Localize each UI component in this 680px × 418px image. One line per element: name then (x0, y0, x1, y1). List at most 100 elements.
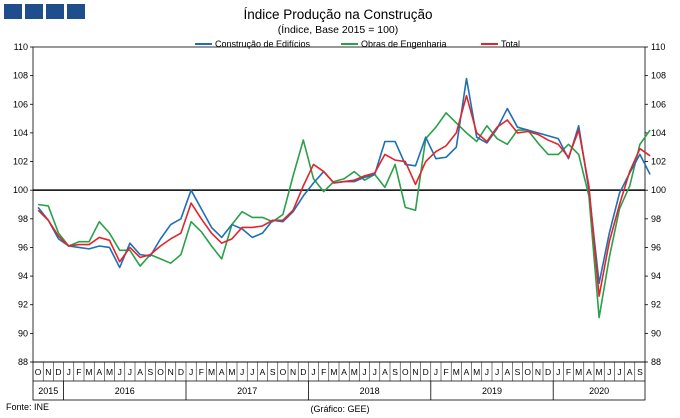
x-month-label: D (423, 367, 429, 377)
y-tick-label-right: 90 (651, 328, 661, 338)
x-month-label: D (300, 367, 306, 377)
series-line-2 (37, 94, 651, 297)
x-year-label: 2017 (237, 386, 257, 396)
x-month-label: A (137, 367, 143, 377)
y-tick-label-left: 104 (13, 128, 28, 138)
x-month-label: O (280, 367, 287, 377)
legend-label: Obras de Engenharia (361, 39, 447, 49)
x-month-label: N (290, 367, 296, 377)
x-month-label: A (382, 367, 388, 377)
x-month-label: M (228, 367, 235, 377)
ine-logo (4, 4, 85, 19)
x-month-label: M (86, 367, 93, 377)
y-tick-label-left: 88 (18, 357, 28, 367)
y-tick-label-left: 108 (13, 71, 28, 81)
logo-square-icon (25, 4, 43, 19)
y-tick-label-right: 104 (651, 128, 666, 138)
x-month-label: A (504, 367, 510, 377)
x-month-label: A (219, 367, 225, 377)
x-month-label: S (515, 367, 521, 377)
x-month-label: F (443, 367, 448, 377)
x-month-label: M (330, 367, 337, 377)
x-month-label: A (341, 367, 347, 377)
x-year-label: 2020 (589, 386, 609, 396)
y-tick-label-right: 100 (651, 185, 666, 195)
x-month-label: J (495, 367, 499, 377)
y-tick-label-left: 106 (13, 99, 28, 109)
x-month-label: J (434, 367, 438, 377)
x-month-label: F (566, 367, 571, 377)
x-month-label: J (485, 367, 489, 377)
x-year-label: 2015 (38, 386, 58, 396)
legend-label: Construção de Edifícios (215, 39, 311, 49)
y-tick-label-right: 96 (651, 242, 661, 252)
x-month-label: N (412, 367, 418, 377)
y-tick-label-left: 94 (18, 271, 28, 281)
y-axis-left: 88 90 92 94 96 98 100 102 104 106 108 110 (13, 42, 33, 367)
y-tick-label-right: 98 (651, 214, 661, 224)
x-month-label: D (55, 367, 61, 377)
x-year-label: 2019 (482, 386, 502, 396)
x-month-label: M (106, 367, 113, 377)
x-month-label: D (178, 367, 184, 377)
x-month-label: M (453, 367, 460, 377)
x-month-label: M (208, 367, 215, 377)
x-month-label: A (260, 367, 266, 377)
x-month-label: M (351, 367, 358, 377)
chart-subtitle: (Índice, Base 2015 = 100) (278, 23, 399, 36)
x-year-label: 2016 (115, 386, 135, 396)
x-month-label: A (627, 367, 633, 377)
x-month-label: J (118, 367, 122, 377)
x-month-label: O (35, 367, 42, 377)
x-year-label: 2018 (360, 386, 380, 396)
logo-square-icon (4, 4, 22, 19)
x-month-label: N (535, 367, 541, 377)
x-month-label: O (402, 367, 409, 377)
y-tick-label-right: 110 (651, 42, 665, 52)
x-month-label: J (250, 367, 254, 377)
logo-square-icon (67, 4, 85, 19)
x-month-label: S (392, 367, 398, 377)
y-tick-label-left: 92 (18, 300, 28, 310)
x-month-label: S (270, 367, 276, 377)
y-tick-label-left: 100 (13, 185, 28, 195)
x-month-label: J (607, 367, 611, 377)
x-month-label: F (321, 367, 326, 377)
x-month-label: F (199, 367, 204, 377)
x-month-label: J (67, 367, 71, 377)
x-month-label: S (637, 367, 643, 377)
y-tick-label-left: 98 (18, 214, 28, 224)
x-month-label: J (240, 367, 244, 377)
plot-area (32, 46, 646, 363)
y-tick-label-left: 102 (13, 157, 28, 167)
logo-square-icon (46, 4, 64, 19)
x-month-label: J (311, 367, 315, 377)
x-month-label: J (617, 367, 621, 377)
y-tick-label-right: 88 (651, 357, 661, 367)
x-month-label: M (596, 367, 603, 377)
y-tick-label-right: 92 (651, 300, 661, 310)
source-note: Fonte: INE (6, 402, 49, 412)
credit-note: (Gráfico: GEE) (310, 404, 369, 414)
x-month-label: O (157, 367, 164, 377)
x-month-label: J (556, 367, 560, 377)
y-tick-label-left: 90 (18, 328, 28, 338)
x-month-label: S (147, 367, 153, 377)
x-month-label: A (96, 367, 102, 377)
y-tick-label-right: 106 (651, 99, 666, 109)
y-tick-label-right: 108 (651, 71, 666, 81)
y-tick-label-right: 94 (651, 271, 661, 281)
legend-label: Total (501, 39, 520, 49)
x-month-label: J (373, 367, 377, 377)
y-axis-right: 88 90 92 94 96 98 100 102 104 106 108 110 (645, 42, 666, 367)
x-month-label: M (473, 367, 480, 377)
series-line-1 (37, 112, 651, 319)
x-month-label: J (128, 367, 132, 377)
x-month-label: F (76, 367, 81, 377)
x-month-label: N (168, 367, 174, 377)
x-month-label: M (575, 367, 582, 377)
x-month-label: O (524, 367, 531, 377)
y-tick-label-left: 96 (18, 242, 28, 252)
